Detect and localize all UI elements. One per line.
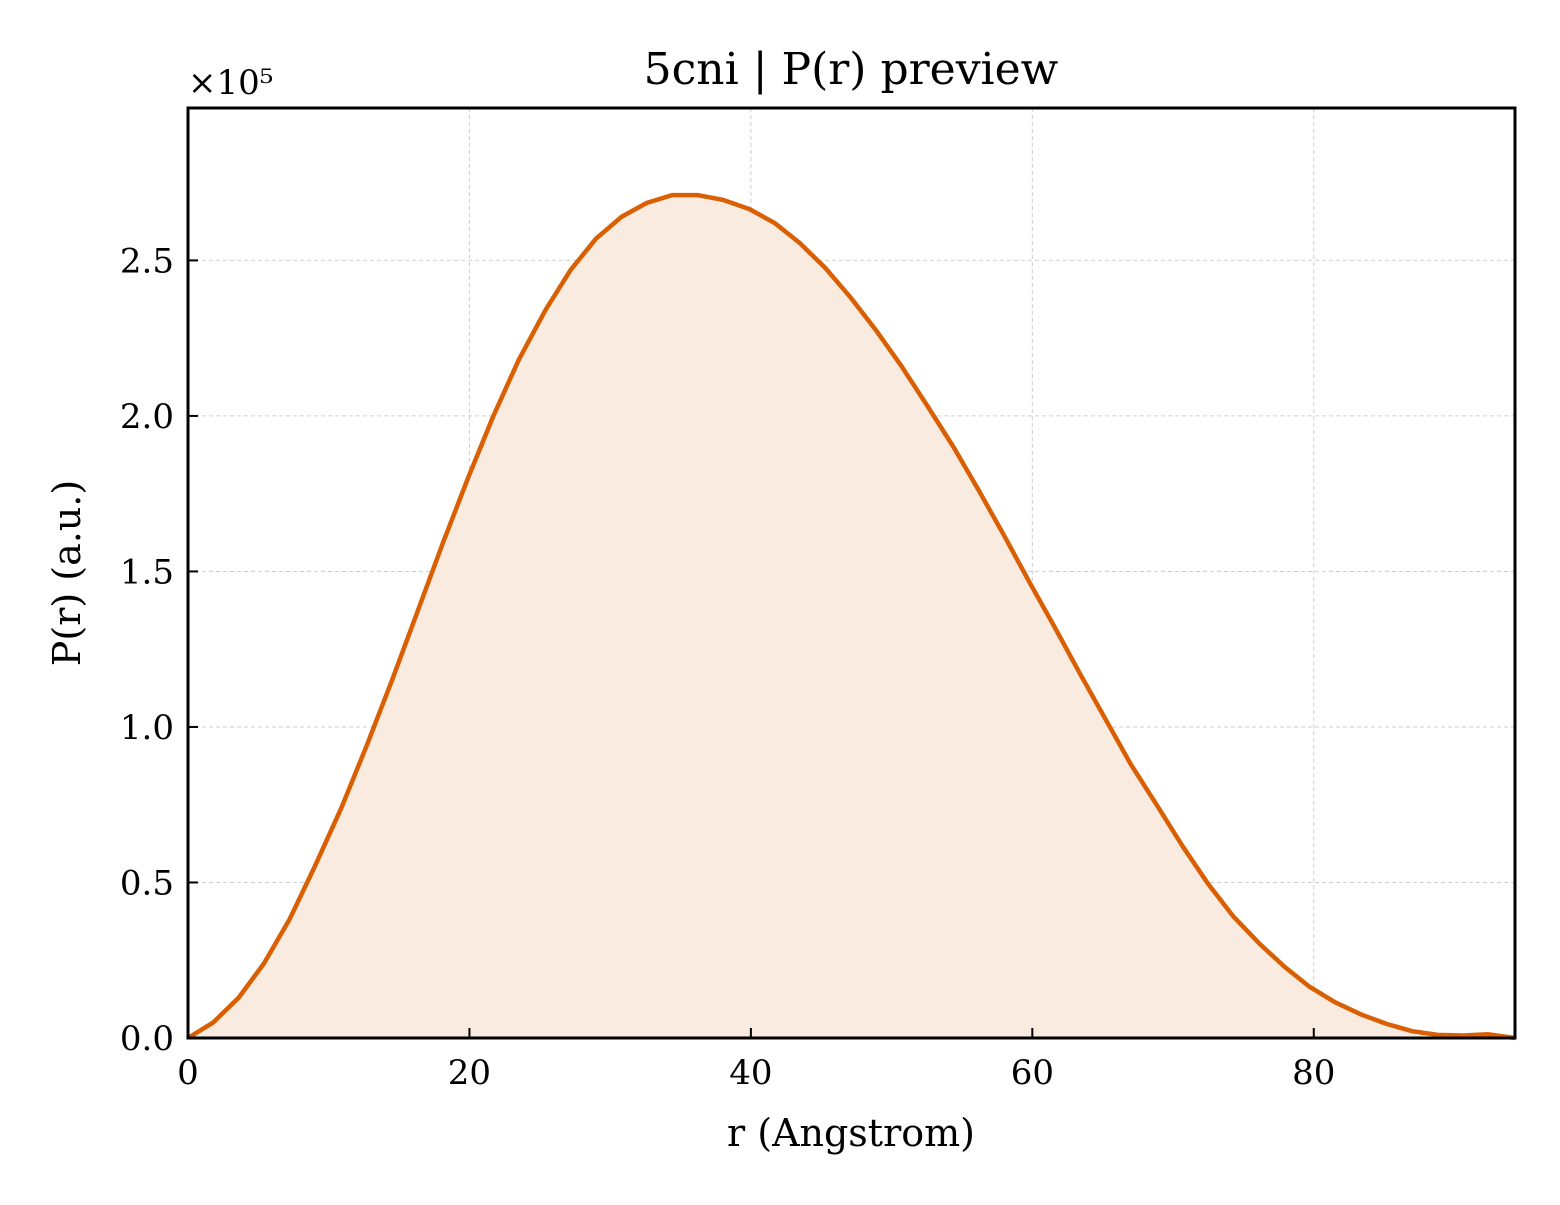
y-tick-label: 1.5	[120, 552, 174, 592]
series-line	[186, 192, 1516, 1041]
y-axis-label: P(r) (a.u.)	[45, 480, 89, 666]
axis-ticks: 0 20 40 60 80 0.0 0.5 1.0 1.5 2.0 2.5	[120, 241, 1335, 1093]
area-fill	[188, 195, 1515, 1039]
y-tick-label: 1.0	[120, 708, 174, 748]
y-tick-label: 2.0	[120, 397, 174, 437]
y-tick-label: 2.5	[120, 241, 174, 281]
chart-title: 5cni | P(r) preview	[644, 44, 1059, 95]
plot-frame	[186, 106, 1517, 1040]
y-offset-label: ×10⁵	[188, 63, 273, 103]
y-tick-label: 0.5	[120, 863, 174, 903]
x-tick-label: 80	[1292, 1053, 1335, 1093]
x-tick-label: 20	[448, 1053, 491, 1093]
x-tick-label: 40	[729, 1053, 772, 1093]
y-tick-label: 0.0	[120, 1019, 174, 1059]
x-axis-label: r (Angstrom)	[727, 1111, 975, 1155]
x-tick-label: 60	[1011, 1053, 1054, 1093]
x-tick-label: 0	[177, 1053, 199, 1093]
